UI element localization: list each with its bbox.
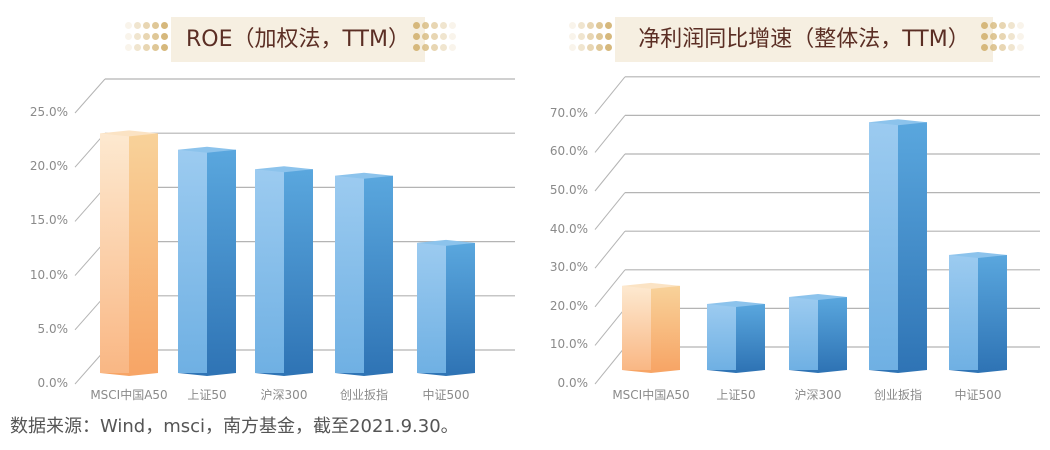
y-tick-label: 20.0% [29, 159, 68, 174]
y-tick-label: 25.0% [29, 105, 68, 119]
x-category-label: 上证50 [716, 388, 756, 402]
bar [335, 172, 393, 376]
source-note: 数据来源：Wind，msci，南方基金，截至2021.9.30。 [10, 416, 459, 437]
x-category-label: MSCI中国A50 [612, 388, 690, 402]
x-category-label: 上证50 [187, 388, 227, 402]
x-category-label: MSCI中国A50 [90, 388, 168, 402]
bar [255, 166, 313, 376]
decor-dots-left [569, 22, 615, 56]
y-tick-label: 50.0% [549, 183, 588, 197]
bar-highlight [622, 282, 680, 373]
plot-area [594, 76, 1040, 385]
bar-highlight [100, 130, 158, 376]
chart-title: 净利润同比增速（整体法，TTM） [615, 17, 993, 62]
y-tick-label: 0.0% [557, 376, 589, 390]
x-category-label: 沪深300 [794, 388, 842, 402]
x-category-label: 中证500 [954, 388, 1002, 402]
bar [178, 146, 236, 376]
y-tick-label: 20.0% [549, 298, 588, 313]
y-tick-label: 40.0% [549, 221, 588, 236]
y-tick-label: 60.0% [549, 144, 588, 159]
y-tick-label: 70.0% [549, 105, 588, 120]
profit-growth-chart: 净利润同比增速（整体法，TTM） 0.0% 10.0% 20.0% 30.0% 40.0… [525, 0, 1050, 410]
y-tick-label: 10.0% [549, 337, 588, 352]
roe-chart: ROE（加权法，TTM） 0.0% 5.0% 10.0% 15.0% 20.0% 25.0… [0, 0, 525, 410]
x-category-label: 创业扳指 [339, 388, 388, 402]
y-tick-label: 30.0% [549, 260, 588, 275]
chart-title: ROE（加权法，TTM） [171, 17, 425, 62]
x-category-label: 中证500 [422, 388, 470, 402]
x-category-label: 创业扳指 [873, 388, 922, 402]
plot-area [74, 78, 515, 385]
bar [417, 239, 475, 376]
decor-dots-right [981, 22, 1027, 56]
bar [707, 300, 765, 373]
y-tick-label: 15.0% [29, 213, 68, 228]
y-tick-label: 10.0% [29, 267, 68, 282]
y-tick-label: 0.0% [37, 376, 69, 390]
y-tick-label: 5.0% [37, 321, 69, 336]
x-category-label: 沪深300 [260, 388, 308, 402]
decor-dots-left [125, 22, 171, 56]
bar [949, 251, 1007, 373]
decor-dots-right [413, 22, 459, 56]
bar [789, 294, 847, 373]
bar [869, 119, 927, 373]
